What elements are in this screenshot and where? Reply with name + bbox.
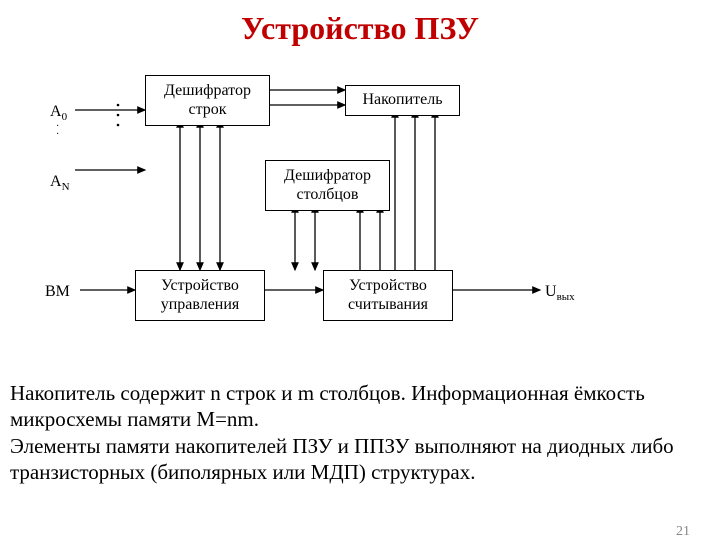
label-an-sub: N: [62, 181, 70, 193]
label-uout-sub: вых: [557, 291, 575, 303]
rom-diagram: Дешифратор строк Накопитель Дешифратор с…: [20, 65, 700, 345]
ctrl-l1: Устройство: [161, 277, 239, 295]
storage-box: Накопитель: [345, 85, 460, 116]
storage-label: Накопитель: [362, 91, 442, 109]
label-a0-base: A: [50, 103, 62, 120]
control-unit-box: Устройство управления: [135, 270, 265, 321]
label-an: AN: [50, 173, 70, 193]
label-uout: Uвых: [545, 283, 575, 303]
read-unit-box: Устройство считывания: [323, 270, 453, 321]
read-l2: считывания: [348, 296, 428, 314]
ctrl-l2: управления: [161, 296, 240, 314]
page-title: Устройство ПЗУ: [0, 10, 720, 47]
row-decoder-l1: Дешифратор: [164, 82, 251, 100]
row-decoder-l2: строк: [188, 101, 226, 119]
label-an-base: A: [50, 173, 62, 190]
description-text: Накопитель содержит n строк и m столбцов…: [10, 380, 710, 485]
col-decoder-l1: Дешифратор: [284, 167, 371, 185]
label-uout-base: U: [545, 283, 557, 300]
row-decoder-box: Дешифратор строк: [145, 75, 270, 126]
col-decoder-box: Дешифратор столбцов: [265, 160, 390, 211]
label-a0-sub: 0: [62, 111, 68, 123]
col-decoder-l2: столбцов: [297, 186, 359, 204]
page-number: 21: [676, 524, 690, 540]
read-l1: Устройство: [349, 277, 427, 295]
label-a0: A0 · ·: [50, 103, 67, 139]
label-bm: ВМ: [45, 283, 70, 301]
